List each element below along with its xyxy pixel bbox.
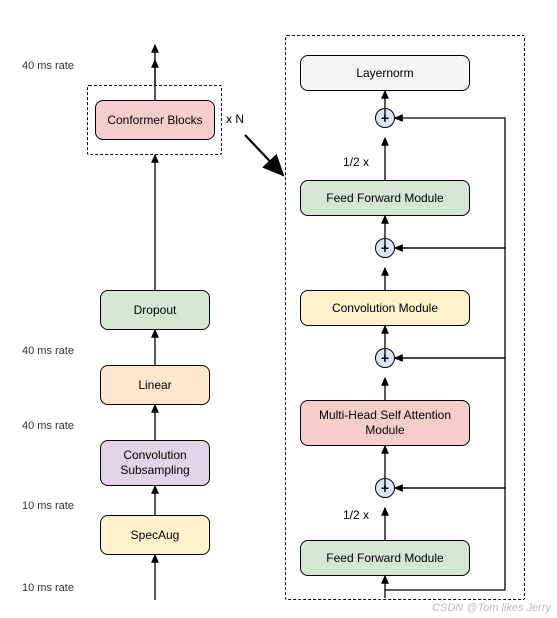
repeat-xn-label: x N (226, 112, 244, 126)
mhsa-block: Multi-Head Self AttentionModule (300, 400, 470, 446)
rate-label: 10 ms rate (22, 500, 74, 512)
watermark-text: CSDN @Tom likes Jerry (432, 602, 551, 614)
add-node-icon: + (375, 238, 395, 258)
linear-block: Linear (100, 365, 210, 405)
half-scale-label: 1/2 x (343, 508, 369, 522)
rate-label: 40 ms rate (22, 60, 74, 72)
rate-label: 40 ms rate (22, 345, 74, 357)
rate-label: 40 ms rate (22, 420, 74, 432)
add-node-icon: + (375, 348, 395, 368)
layernorm-block: Layernorm (300, 55, 470, 91)
convolution-module-block: Convolution Module (300, 290, 470, 326)
rate-label: 10 ms rate (22, 582, 74, 594)
diagram-stage: 10 ms rate 10 ms rate 40 ms rate 40 ms r… (0, 0, 557, 618)
convsub-block: ConvolutionSubsampling (100, 440, 210, 486)
feedforward-bottom-block: Feed Forward Module (300, 540, 470, 576)
half-scale-label: 1/2 x (343, 155, 369, 169)
conformer-block: Conformer Blocks (95, 100, 215, 140)
add-node-icon: + (375, 478, 395, 498)
add-node-icon: + (375, 108, 395, 128)
feedforward-top-block: Feed Forward Module (300, 180, 470, 216)
dropout-block: Dropout (100, 290, 210, 330)
specaug-block: SpecAug (100, 515, 210, 555)
